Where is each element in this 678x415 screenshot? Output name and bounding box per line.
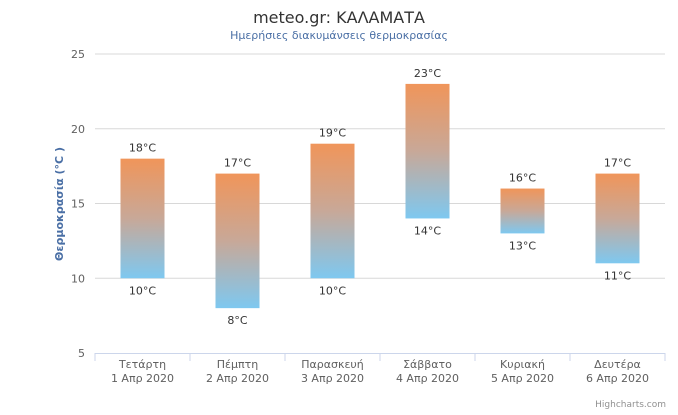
y-tick-label: 20 (71, 123, 85, 136)
x-tick-label-date: 5 Απρ 2020 (491, 372, 554, 385)
low-temp-label: 8°C (227, 314, 247, 327)
low-temp-label: 10°C (319, 284, 346, 297)
range-bar[interactable] (595, 173, 640, 264)
x-tick-label-day: Δευτέρα (594, 358, 641, 371)
x-tick-label-date: 6 Απρ 2020 (586, 372, 649, 385)
x-tick-label-date: 4 Απρ 2020 (396, 372, 459, 385)
high-temp-label: 17°C (604, 157, 631, 170)
range-bar[interactable] (405, 83, 450, 219)
y-tick-label: 25 (71, 48, 85, 61)
low-temp-label: 10°C (129, 284, 156, 297)
x-tick-label-date: 1 Απρ 2020 (111, 372, 174, 385)
y-tick-label: 10 (71, 272, 85, 285)
x-tick-label-date: 2 Απρ 2020 (206, 372, 269, 385)
chart-subtitle: Ημερήσιες διακυμάνσεις θερμοκρασίας (230, 29, 448, 42)
range-bar[interactable] (120, 158, 165, 279)
high-temp-label: 18°C (129, 142, 156, 155)
high-temp-label: 16°C (509, 172, 536, 185)
x-tick-label-day: Τετάρτη (118, 358, 166, 371)
y-axis-title: Θερμοκρασία (°C ) (53, 147, 66, 261)
low-temp-label: 13°C (509, 239, 536, 252)
x-tick-label-day: Σάββατο (403, 358, 452, 371)
credits[interactable]: Highcharts.com (595, 400, 666, 410)
x-tick-label-date: 3 Απρ 2020 (301, 372, 364, 385)
high-temp-label: 17°C (224, 157, 251, 170)
range-bar[interactable] (215, 173, 260, 309)
chart-title: meteo.gr: ΚΑΛΑΜΑΤΑ (253, 8, 425, 27)
high-temp-label: 19°C (319, 127, 346, 140)
x-tick-label-day: Πέμπτη (217, 358, 258, 371)
range-bar[interactable] (500, 188, 545, 234)
y-tick-label: 15 (71, 198, 85, 211)
low-temp-label: 14°C (414, 224, 441, 237)
range-bar[interactable] (310, 143, 355, 279)
y-tick-label: 5 (78, 347, 85, 360)
high-temp-label: 23°C (414, 67, 441, 80)
x-tick-label-day: Παρασκευή (301, 358, 364, 371)
x-tick-label-day: Κυριακή (500, 358, 545, 371)
low-temp-label: 11°C (604, 269, 631, 282)
